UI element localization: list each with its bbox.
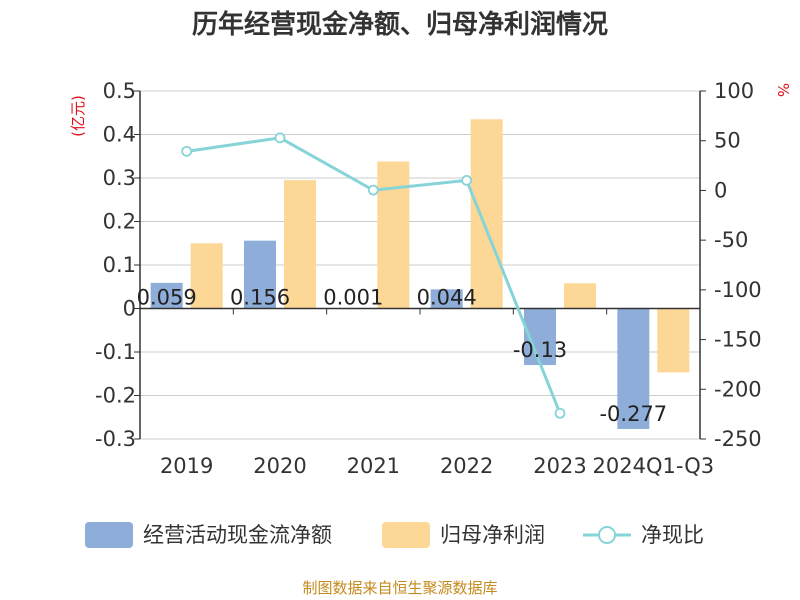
cash-ratio-point [274,132,286,144]
left-tick-label: 0.2 [103,210,136,234]
legend-item-cashflow[interactable]: 经营活动现金流净额 [85,522,332,548]
grid-lines [140,90,700,440]
x-tick-label: 2022 [440,454,493,478]
cashflow-data-label: 0.156 [230,286,290,310]
x-tick-label: 2023 [533,454,586,478]
cashflow-data-label: -0.277 [599,402,667,426]
netprofit-bar [190,243,223,309]
legend-item-netprofit[interactable]: 归母净利润 [382,522,545,548]
cashflow-data-label: -0.13 [513,338,567,362]
legend-label-cashflow: 经营活动现金流净额 [143,523,332,547]
right-tick-label: -250 [714,427,762,451]
cashflow-bar [244,240,276,309]
right-tick-label: -50 [714,228,748,252]
axes [134,90,706,440]
line-series-group [181,132,566,419]
left-tick-label: -0.3 [95,427,136,451]
legend: 经营活动现金流净额 归母净利润 净现比 [85,522,704,548]
left-axis-unit: (亿元) [69,95,87,137]
left-tick-label: 0.3 [103,166,136,190]
cash-ratio-line [186,136,562,414]
cashflow-data-label: 0.001 [323,286,383,310]
netprofit-bar [657,308,690,373]
cash-ratio-point [461,174,473,186]
right-tick-label: 0 [714,178,727,202]
cash-ratio-point [554,407,566,419]
netprofit-bar [470,119,503,309]
cashflow-data-label: 0.044 [417,286,477,310]
x-tick-label: 2020 [253,454,306,478]
legend-swatch-cashflow [85,522,133,548]
right-tick-label: -100 [714,278,762,302]
netprofit-bar [564,283,596,309]
x-tick-label: 2021 [347,454,400,478]
legend-item-cash-ratio[interactable]: 净现比 [583,523,704,547]
cashflow-data-label: 0.059 [137,286,197,310]
chart-title: 历年经营现金净额、归母净利润情况 [192,9,608,40]
left-tick-label: 0 [123,297,136,321]
cashflow-bar [150,282,183,309]
source-note: 制图数据来自恒生聚源数据库 [302,579,497,597]
left-tick-label: 0.5 [103,79,136,103]
right-tick-label: 100 [714,79,754,103]
tick-labels: 0.5 0.4 0.3 0.2 0.1 0 -0.1 -0.2 -0.3 100 50 0 -50 -10… [95,79,762,478]
left-tick-label: -0.2 [95,384,136,408]
x-tick-label: 2024Q1-Q3 [593,454,715,478]
legend-swatch-netprofit [382,522,430,548]
legend-label-netprofit: 归母净利润 [440,523,545,547]
right-axis-unit: % [774,83,792,97]
cashflow-bar [430,289,463,309]
bar-series-group [150,119,690,429]
data-labels: 0.059 0.156 0.001 0.044 -0.13 -0.277 [137,286,668,426]
cash-ratio-point [181,145,193,157]
right-tick-label: -150 [714,328,762,352]
right-tick-label: -200 [714,377,762,401]
x-tick-label: 2019 [160,454,213,478]
cash-ratio-point [367,184,379,196]
left-tick-label: 0.1 [103,253,136,277]
left-tick-label: -0.1 [95,340,136,364]
netprofit-bar [284,180,316,309]
legend-marker-cash-ratio [598,526,616,544]
right-tick-label: 50 [714,129,741,153]
legend-label-cash-ratio: 净现比 [641,523,704,547]
left-tick-label: 0.4 [103,123,136,147]
cashflow-bar [617,308,650,429]
